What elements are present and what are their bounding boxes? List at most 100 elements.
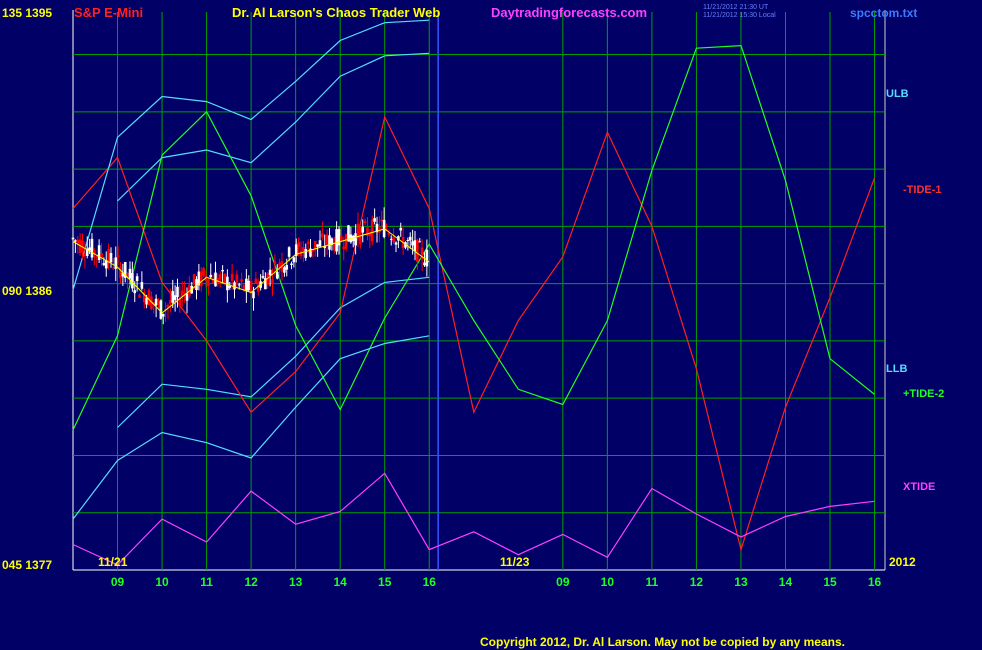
price-bar-body bbox=[299, 251, 303, 256]
x-tick-label: 13 bbox=[289, 575, 303, 589]
price-bar-body bbox=[90, 238, 94, 258]
price-bar-body bbox=[344, 233, 348, 249]
x-tick-label: 12 bbox=[244, 575, 258, 589]
price-bar-body bbox=[394, 242, 398, 245]
price-bar-body bbox=[240, 279, 243, 282]
price-bar-body bbox=[85, 248, 89, 256]
price-bar-body bbox=[392, 236, 395, 243]
price-bar-body bbox=[266, 273, 270, 285]
price-bar-body bbox=[304, 249, 308, 258]
price-bar-body bbox=[126, 272, 129, 277]
price-bar-body bbox=[157, 301, 160, 304]
price-bar-body bbox=[207, 279, 210, 287]
year-label: 2012 bbox=[889, 555, 916, 569]
price-bar-body bbox=[389, 238, 393, 240]
price-bar-body bbox=[142, 292, 146, 303]
price-bar-body bbox=[351, 235, 355, 242]
date-label-1: 11/21 bbox=[98, 555, 128, 569]
price-bar-body bbox=[413, 240, 417, 252]
price-bar-body bbox=[192, 274, 196, 285]
price-bar-body bbox=[366, 227, 369, 236]
price-bar-body bbox=[287, 247, 291, 257]
y-label-bottom: 045 1377 bbox=[2, 558, 52, 572]
price-bar-body bbox=[325, 234, 329, 245]
price-bar-body bbox=[249, 281, 253, 294]
price-bar-body bbox=[285, 265, 289, 270]
price-bar-body bbox=[138, 294, 141, 298]
price-bar-body bbox=[309, 248, 312, 257]
price-bar-body bbox=[337, 229, 341, 246]
price-bar-body bbox=[302, 246, 305, 252]
series-xtide-line bbox=[72, 472, 875, 566]
site-label: Daytradingforecasts.com bbox=[491, 5, 647, 20]
price-bar-body bbox=[214, 272, 217, 287]
tide1-label: -TIDE-1 bbox=[903, 184, 942, 196]
tide2-label: +TIDE-2 bbox=[903, 388, 944, 400]
price-bar-body bbox=[107, 249, 110, 264]
price-bar-body bbox=[294, 244, 298, 256]
price-bar-body bbox=[133, 290, 137, 294]
price-bar-body bbox=[95, 256, 99, 258]
price-bar-body bbox=[228, 286, 232, 288]
price-bar-body bbox=[316, 244, 319, 247]
price-bar-body bbox=[104, 260, 108, 269]
price-bar-body bbox=[373, 218, 376, 222]
price-bar-body bbox=[140, 282, 144, 289]
price-bar-body bbox=[418, 241, 422, 243]
price-bar-body bbox=[342, 246, 346, 250]
price-bar-body bbox=[114, 257, 118, 269]
price-bar-body bbox=[359, 228, 362, 245]
price-bar-body bbox=[221, 269, 224, 272]
series-layer bbox=[72, 19, 876, 566]
ulb-label: ULB bbox=[886, 88, 909, 100]
price-bar-body bbox=[102, 263, 106, 266]
price-bar-body bbox=[178, 297, 182, 306]
x-tick-labels: 09 10 11 12 13 14 15 16 09 10 11 12 13 14 15 16 bbox=[111, 575, 882, 589]
price-bar-body bbox=[323, 246, 327, 249]
price-bar-body bbox=[100, 253, 103, 258]
price-bar-body bbox=[264, 278, 267, 290]
series-ulb-line bbox=[117, 52, 430, 202]
timestamp-ut: 11/21/2012 21:30 UT bbox=[703, 4, 769, 11]
price-bar-body bbox=[121, 272, 125, 277]
price-bar-body bbox=[382, 219, 386, 237]
date-label-2: 11/23 bbox=[500, 555, 530, 569]
price-bar-body bbox=[425, 249, 429, 267]
price-bar-body bbox=[297, 242, 300, 248]
price-bar-body bbox=[173, 295, 177, 300]
price-bar-body bbox=[411, 241, 414, 246]
price-bar-body bbox=[328, 235, 331, 250]
price-bar-body bbox=[406, 240, 410, 242]
price-bar-body bbox=[368, 233, 372, 237]
price-bar-body bbox=[347, 225, 350, 242]
y-label-mid: 090 1386 bbox=[2, 284, 52, 298]
x-tick-label: 10 bbox=[601, 575, 615, 589]
price-bar-body bbox=[159, 300, 163, 319]
outer-lower-band-line bbox=[72, 335, 430, 520]
price-bar-body bbox=[235, 274, 239, 283]
price-bar-body bbox=[273, 261, 277, 264]
grid bbox=[73, 12, 885, 570]
outer-upper-band-line bbox=[72, 19, 430, 291]
price-bar-body bbox=[420, 247, 424, 260]
price-bar-body bbox=[195, 279, 198, 291]
price-bar-body bbox=[128, 268, 132, 279]
price-bar-body bbox=[112, 267, 115, 269]
price-bar-body bbox=[306, 241, 310, 244]
price-bar-body bbox=[313, 241, 317, 251]
x-tick-label: 11 bbox=[200, 575, 213, 589]
price-bar-body bbox=[375, 223, 379, 233]
price-bar-body bbox=[119, 266, 122, 279]
price-bars bbox=[71, 207, 430, 325]
price-bar-body bbox=[74, 240, 77, 242]
price-bar-body bbox=[356, 223, 360, 239]
price-bar-body bbox=[252, 291, 255, 299]
x-tick-label: 11 bbox=[646, 575, 659, 589]
x-tick-label: 15 bbox=[378, 575, 392, 589]
x-tick-label: 16 bbox=[868, 575, 882, 589]
price-bar-body bbox=[197, 271, 201, 286]
price-bar-body bbox=[416, 239, 419, 262]
price-bar-body bbox=[283, 267, 286, 273]
